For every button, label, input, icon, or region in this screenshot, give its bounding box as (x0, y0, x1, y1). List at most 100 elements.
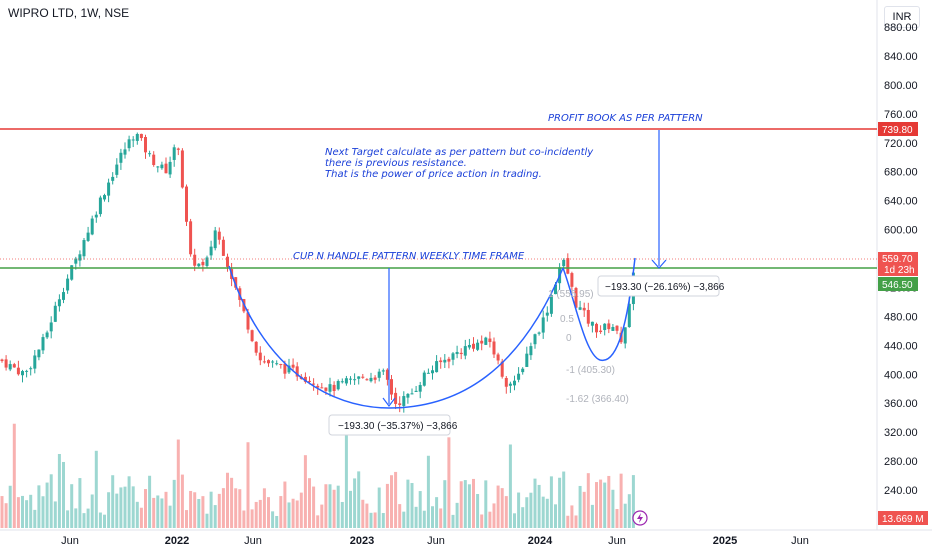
volume-bar-135 (554, 504, 557, 528)
price-tick-14: 280.00 (884, 456, 918, 468)
volume-bar-62 (254, 501, 258, 528)
volume-bar-120 (492, 503, 496, 528)
volume-bar-107 (439, 508, 443, 528)
countdown-tag-text: 1d 23h (884, 265, 915, 276)
candle-body-68 (279, 363, 283, 366)
volume-bar-17 (70, 484, 74, 528)
candle-body-81 (332, 384, 336, 391)
candle-body-52 (213, 230, 217, 249)
candle-body-65 (267, 360, 270, 364)
volume-bar-143 (586, 473, 590, 528)
volume-bar-77 (316, 515, 320, 528)
candle-body-5 (21, 371, 24, 376)
volume-bar-150 (615, 509, 619, 528)
volume-bar-78 (320, 504, 324, 528)
candle-body-9 (37, 349, 41, 358)
price-tick-2: 800.00 (884, 80, 918, 92)
candle-body-71 (291, 364, 295, 368)
volume-bar-24 (98, 512, 102, 528)
volume-bar-18 (74, 508, 78, 528)
volume-bar-141 (578, 485, 582, 528)
candle-body-32 (131, 139, 135, 141)
candle-body-17 (70, 265, 74, 280)
candle-body-45 (185, 186, 188, 222)
time-label-2: Jun (244, 535, 262, 547)
volume-bar-145 (595, 482, 598, 528)
volume-bar-28 (115, 493, 119, 528)
candle-body-16 (66, 278, 70, 291)
volume-bar-55 (226, 472, 229, 528)
time-label-8: Jun (791, 535, 809, 547)
candle-body-109 (447, 358, 451, 362)
candle-body-27 (111, 176, 115, 181)
volume-bar-10 (41, 496, 45, 528)
candle-body-106 (435, 361, 439, 373)
volume-bar-7 (29, 494, 33, 528)
volume-bar-38 (156, 495, 160, 528)
handle-curve[interactable] (562, 257, 636, 361)
volume-bar-137 (562, 471, 566, 528)
candle-body-120 (492, 341, 496, 355)
candle-body-84 (344, 378, 348, 384)
volume-bar-65 (267, 497, 270, 528)
last-price-tag (878, 252, 918, 276)
candle-body-90 (369, 377, 373, 382)
volume-tag-text: 13.669 M (882, 514, 924, 525)
time-label-7: 2025 (713, 535, 737, 547)
volume-bar-84 (344, 428, 348, 528)
candle-body-36 (148, 153, 152, 155)
volume-bar-127 (521, 507, 525, 528)
candle-body-86 (353, 379, 357, 381)
price-tick-11: 400.00 (884, 369, 918, 381)
volume-bar-35 (144, 489, 147, 528)
resistance-tag-text: 739.80 (882, 125, 913, 136)
currency-selector[interactable]: INR (884, 6, 920, 28)
candle-body-141 (578, 307, 582, 310)
volume-bar-61 (250, 509, 254, 528)
volume-bar-98 (402, 511, 406, 528)
candle-body-33 (135, 133, 139, 141)
volume-bar-40 (164, 491, 168, 528)
volume-bar-122 (500, 488, 504, 528)
volume-bar-123 (504, 496, 508, 528)
candle-body-31 (127, 139, 131, 149)
volume-bar-95 (390, 475, 393, 528)
candle-body-98 (402, 396, 406, 406)
cup-curve[interactable] (228, 265, 564, 409)
volume-bar-30 (123, 486, 127, 528)
volume-bar-48 (197, 499, 201, 528)
price-tick-0: 880.00 (884, 22, 918, 34)
price-tick-12: 360.00 (884, 398, 918, 410)
candle-body-7 (29, 368, 33, 370)
handle-measure-box (597, 275, 720, 297)
candle-body-117 (480, 340, 484, 344)
candle-body-144 (590, 321, 594, 326)
volume-bar-100 (410, 483, 414, 528)
candle-body-76 (312, 383, 316, 385)
price-axis: 880.00 840.00 800.00 760.00 720.00 680.00 640.… (876, 0, 918, 530)
candle-body-44 (180, 150, 184, 188)
candle-body-110 (451, 353, 455, 360)
candle-body-55 (226, 256, 229, 267)
candle-body-80 (328, 384, 332, 392)
volume-bar-101 (414, 506, 418, 528)
support-tag-text: 546.50 (882, 280, 913, 291)
candle-body-22 (90, 218, 94, 235)
candle-body-91 (373, 377, 377, 380)
candle-body-38 (156, 166, 160, 168)
candle-body-128 (525, 353, 529, 367)
candle-body-145 (595, 323, 598, 333)
volume-bar-97 (398, 504, 402, 528)
volume-bar-132 (541, 496, 545, 528)
time-label-1: 2022 (165, 535, 189, 547)
volume-bar-148 (607, 475, 611, 528)
candle-body-134 (549, 295, 553, 314)
candle-body-72 (295, 366, 299, 377)
volume-bar-56 (230, 477, 234, 528)
volume-bar-130 (533, 478, 537, 528)
volume-bar-42 (172, 479, 176, 528)
candle-body-146 (599, 330, 603, 333)
volume-bar-53 (217, 493, 221, 528)
volume-bar-142 (582, 491, 586, 528)
